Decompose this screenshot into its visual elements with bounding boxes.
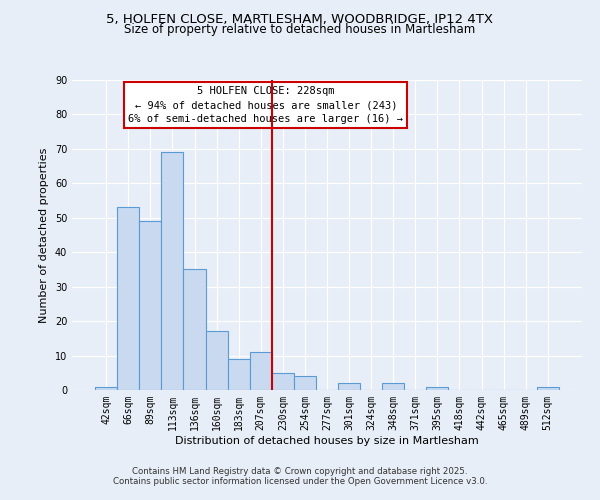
Text: Contains HM Land Registry data © Crown copyright and database right 2025.: Contains HM Land Registry data © Crown c… bbox=[132, 467, 468, 476]
Bar bbox=[117, 208, 139, 390]
Bar bbox=[272, 373, 294, 390]
Text: Size of property relative to detached houses in Martlesham: Size of property relative to detached ho… bbox=[124, 24, 476, 36]
Bar bbox=[427, 386, 448, 390]
Bar bbox=[184, 270, 206, 390]
Text: 5 HOLFEN CLOSE: 228sqm
← 94% of detached houses are smaller (243)
6% of semi-det: 5 HOLFEN CLOSE: 228sqm ← 94% of detached… bbox=[128, 86, 403, 124]
Bar bbox=[161, 152, 184, 390]
Bar bbox=[139, 221, 161, 390]
Bar bbox=[95, 386, 117, 390]
Text: 5, HOLFEN CLOSE, MARTLESHAM, WOODBRIDGE, IP12 4TX: 5, HOLFEN CLOSE, MARTLESHAM, WOODBRIDGE,… bbox=[107, 12, 493, 26]
Y-axis label: Number of detached properties: Number of detached properties bbox=[39, 148, 49, 322]
Bar bbox=[382, 383, 404, 390]
Bar bbox=[338, 383, 360, 390]
Text: Contains public sector information licensed under the Open Government Licence v3: Contains public sector information licen… bbox=[113, 477, 487, 486]
Bar bbox=[227, 359, 250, 390]
X-axis label: Distribution of detached houses by size in Martlesham: Distribution of detached houses by size … bbox=[175, 436, 479, 446]
Bar bbox=[206, 332, 227, 390]
Bar bbox=[537, 386, 559, 390]
Bar bbox=[250, 352, 272, 390]
Bar bbox=[294, 376, 316, 390]
